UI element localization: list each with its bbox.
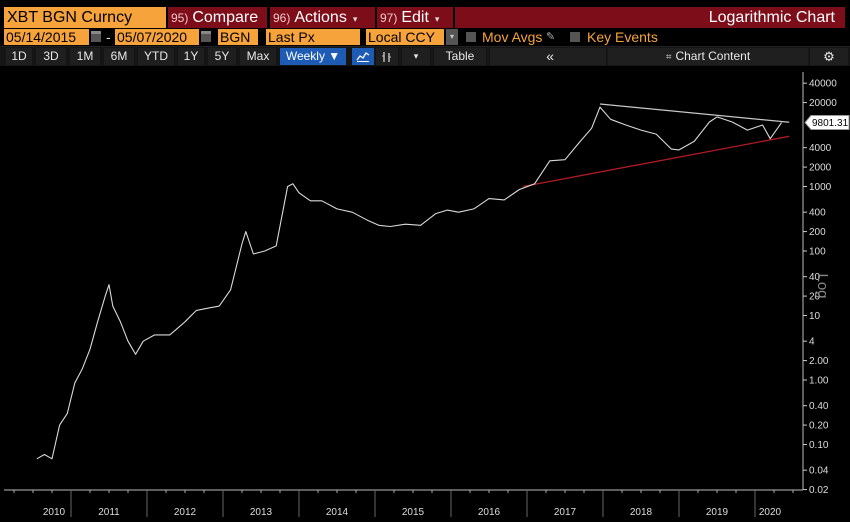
- period-6m[interactable]: 6M: [104, 48, 134, 65]
- edit-label: Edit: [401, 9, 429, 26]
- end-date-field[interactable]: 05/07/2020: [115, 29, 199, 45]
- ticker-field[interactable]: XBT BGN Curncy: [4, 7, 166, 28]
- y-tick-label: 0.10: [809, 440, 829, 451]
- y-tick-label: 0.04: [809, 466, 829, 477]
- axes: 400002000040002000100040020010040201042.…: [4, 72, 850, 518]
- settings-gear-icon[interactable]: ⚙: [810, 48, 848, 65]
- frequency-dropdown[interactable]: Weekly ▼: [280, 48, 346, 65]
- y-tick-label: 400: [809, 208, 826, 219]
- period-max[interactable]: Max: [240, 48, 276, 65]
- x-tick-label: 2012: [174, 507, 197, 518]
- x-tick-label: 2014: [326, 507, 349, 518]
- x-tick-label: 2010: [43, 507, 66, 518]
- svg-text:9801.31: 9801.31: [812, 118, 849, 129]
- chart-content-button[interactable]: ⌗ Chart Content: [608, 48, 808, 65]
- start-date-field[interactable]: 05/14/2015: [4, 29, 89, 45]
- edit-caret-icon: ▾: [434, 14, 440, 24]
- key-events-checkbox[interactable]: [570, 32, 580, 42]
- currency-dropdown-icon[interactable]: ▾: [446, 29, 458, 45]
- y-tick-label: 4: [809, 337, 815, 348]
- support-trendline[interactable]: [523, 135, 790, 188]
- period-1y[interactable]: 1Y: [178, 48, 204, 65]
- chart-content-icon: ⌗: [665, 52, 672, 63]
- y-tick-label: 200: [809, 227, 826, 238]
- y-axis-label: Log: [814, 273, 831, 298]
- period-ytd[interactable]: YTD: [138, 48, 174, 65]
- date-separator: -: [106, 29, 111, 45]
- compare-label: Compare: [192, 9, 259, 26]
- actions-shortcut: 96): [273, 11, 291, 25]
- x-tick-label: 2020: [759, 507, 782, 518]
- edit-button[interactable]: 97) Edit ▾: [377, 7, 453, 28]
- y-tick-label: 20000: [809, 98, 837, 109]
- y-tick-label: 0.02: [809, 485, 829, 496]
- params-bar: 05/14/2015 - 05/07/2020 BGN Last Px Loca…: [0, 28, 850, 46]
- x-tick-label: 2016: [478, 507, 501, 518]
- chart-type-dropdown[interactable]: ▾: [402, 48, 430, 65]
- header-bar: XBT BGN Curncy 95) Compare 96) Actions ▾ 97…: [0, 7, 850, 28]
- source-field[interactable]: BGN: [218, 29, 258, 45]
- mov-avgs-label[interactable]: Mov Avgs: [482, 29, 543, 45]
- edit-shortcut: 97): [380, 11, 398, 25]
- x-tick-label: 2019: [706, 507, 729, 518]
- x-tick-label: 2018: [630, 507, 653, 518]
- collapse-panel-button[interactable]: «: [490, 48, 606, 65]
- period-1m[interactable]: 1M: [70, 48, 100, 65]
- actions-label: Actions: [294, 9, 347, 26]
- y-tick-label: 0.20: [809, 421, 829, 432]
- y-tick-label: 1.00: [809, 376, 829, 387]
- bar-chart-icon[interactable]: [376, 48, 398, 65]
- actions-button[interactable]: 96) Actions ▾: [270, 7, 375, 28]
- y-tick-label: 40000: [809, 79, 837, 90]
- y-tick-label: 4000: [809, 143, 832, 154]
- mov-avgs-checkbox[interactable]: [466, 32, 476, 42]
- table-button[interactable]: Table: [434, 48, 486, 65]
- pencil-icon[interactable]: ✎: [546, 31, 556, 43]
- field-selector[interactable]: Last Px: [266, 29, 360, 45]
- period-toolbar: 1D 3D 1M 6M YTD 1Y 5Y Max Weekly ▼ ▾ Tab…: [0, 46, 850, 66]
- start-calendar-icon[interactable]: [91, 31, 101, 42]
- chart-content-label: Chart Content: [675, 49, 751, 63]
- y-tick-label: 2000: [809, 163, 832, 174]
- compare-shortcut: 95): [171, 11, 189, 25]
- y-tick-label: 2.00: [809, 356, 829, 367]
- actions-caret-icon: ▾: [352, 14, 358, 24]
- key-events-label[interactable]: Key Events: [587, 29, 658, 45]
- resistance-trendline[interactable]: [599, 103, 790, 123]
- period-5y[interactable]: 5Y: [208, 48, 236, 65]
- plot-lines: [36, 103, 790, 460]
- x-tick-label: 2013: [250, 507, 273, 518]
- period-1d[interactable]: 1D: [6, 48, 32, 65]
- line-chart-icon[interactable]: [352, 48, 374, 65]
- compare-button[interactable]: 95) Compare: [168, 7, 267, 28]
- y-tick-label: 0.40: [809, 401, 829, 412]
- period-3d[interactable]: 3D: [36, 48, 66, 65]
- x-tick-label: 2017: [554, 507, 577, 518]
- currency-selector[interactable]: Local CCY: [366, 29, 444, 45]
- x-tick-label: 2015: [402, 507, 425, 518]
- chart-canvas[interactable]: 400002000040002000100040020010040201042.…: [0, 66, 850, 522]
- y-tick-label: 100: [809, 247, 826, 258]
- x-tick-label: 2011: [98, 507, 120, 518]
- y-tick-label: 10: [809, 311, 821, 322]
- last-price-badge: 9801.31: [804, 115, 850, 131]
- y-tick-label: 20: [809, 292, 821, 303]
- price-chart[interactable]: 40000 20000 4000 2000 1000 400 200 100 40 20 10 4 2.…: [0, 66, 850, 522]
- end-calendar-icon[interactable]: [201, 31, 211, 42]
- y-tick-label: 40: [809, 272, 821, 283]
- chart-title: Logarithmic Chart: [455, 7, 845, 28]
- price-line[interactable]: [36, 106, 783, 460]
- y-tick-label: 1000: [809, 182, 832, 193]
